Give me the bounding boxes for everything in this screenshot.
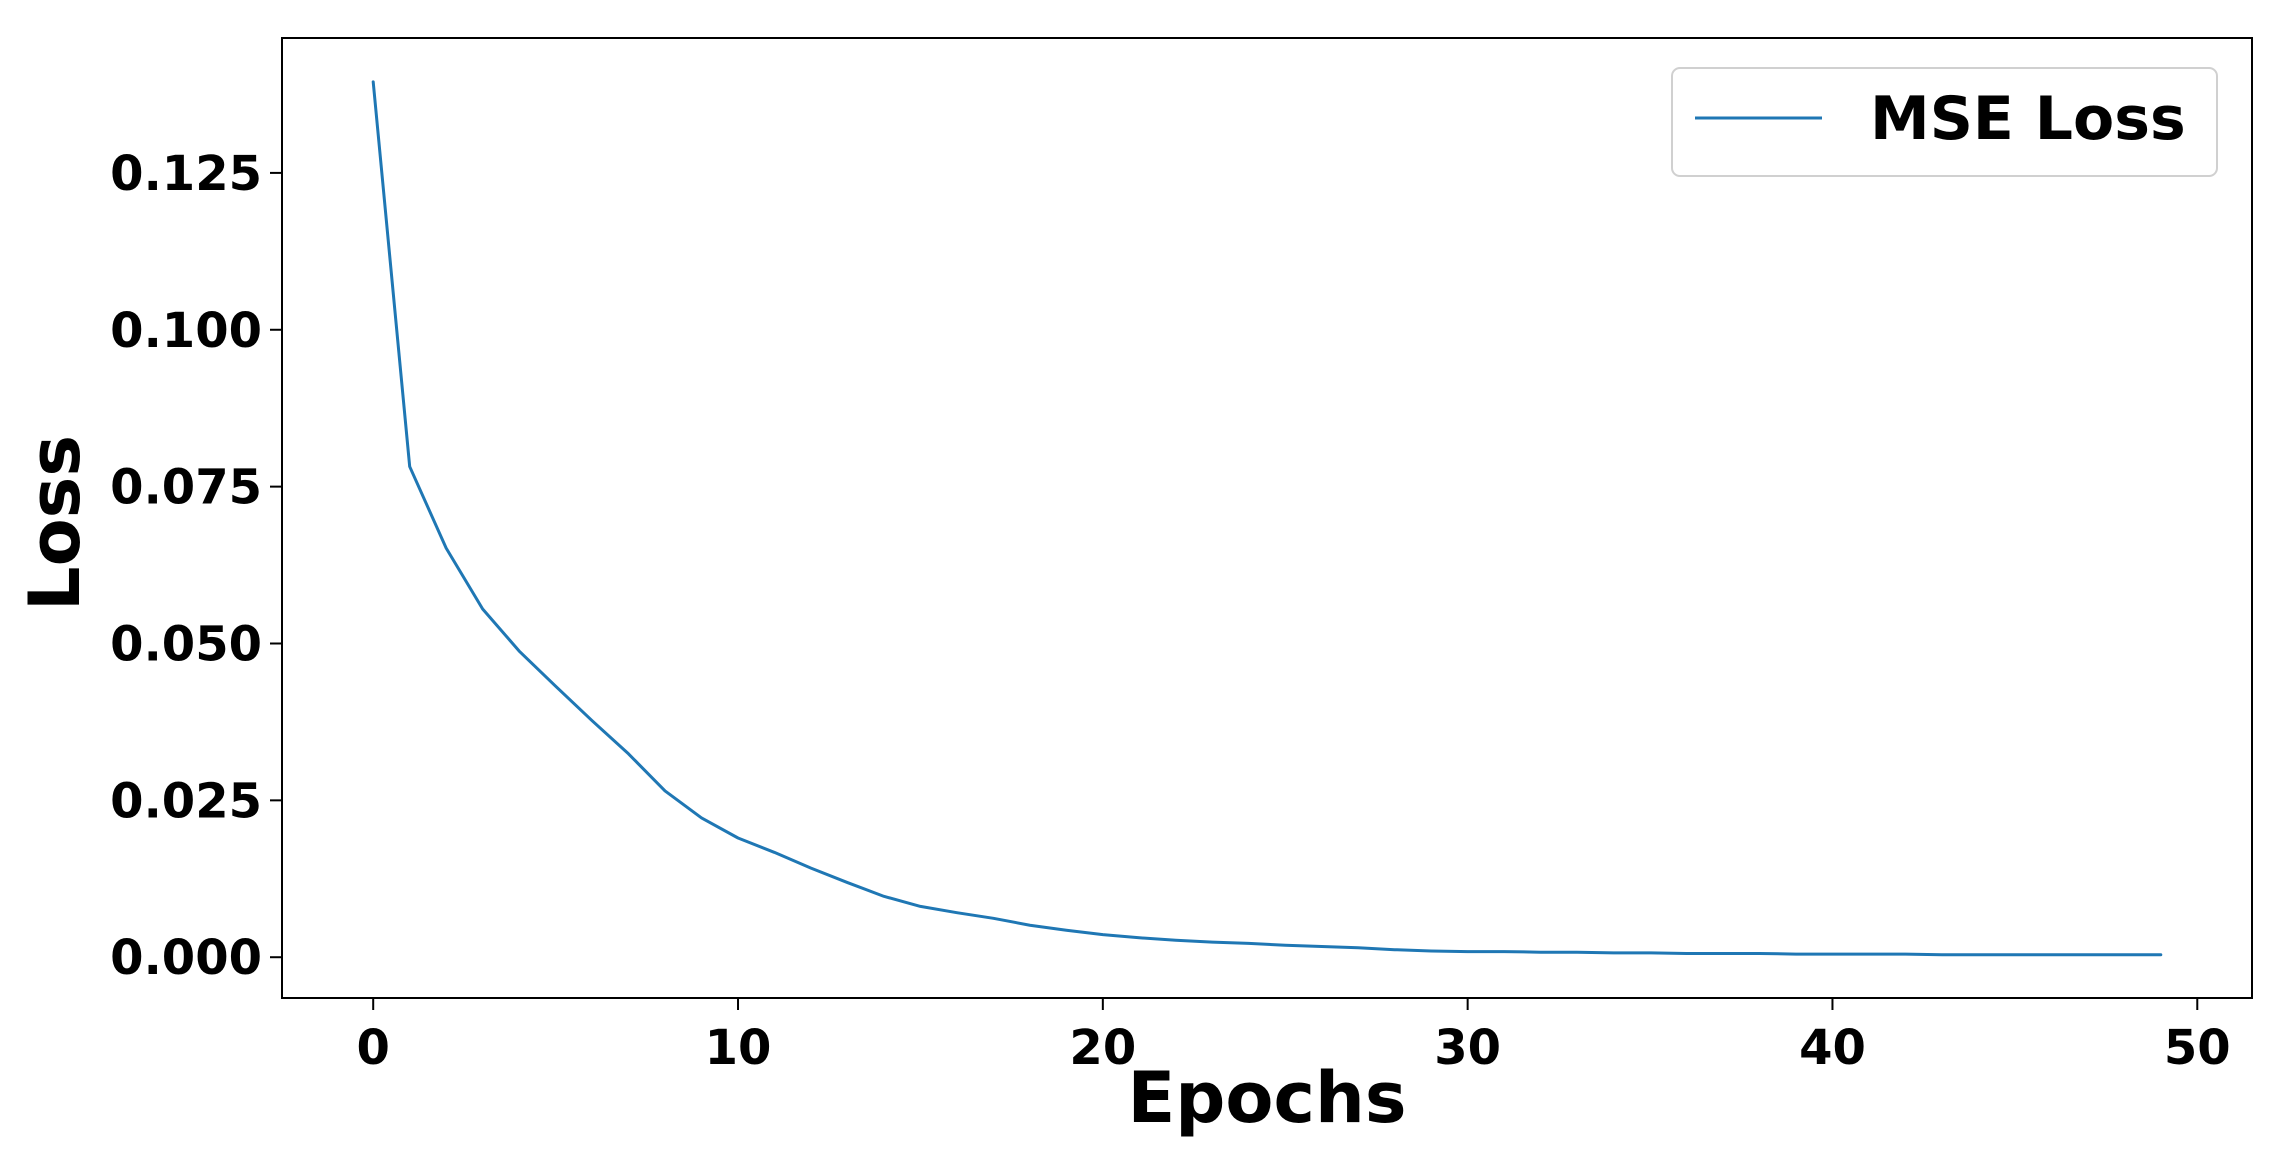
y-tick-label: 0.125: [110, 146, 262, 202]
series-line-mse-loss: [371, 80, 2163, 957]
y-tick-label: 0.000: [110, 930, 262, 986]
x-tick-label: 10: [705, 1020, 772, 1076]
legend-label-mse-loss: MSE Loss: [1870, 84, 2186, 154]
y-tick-label: 0.025: [110, 773, 262, 829]
y-tick-label: 0.050: [110, 616, 262, 672]
legend: MSE Loss: [1671, 67, 2218, 177]
series-layer: [371, 80, 2163, 957]
x-axis-title: Epochs: [1127, 1057, 1406, 1139]
axis-ticks: 0 10 20 30 40 50 0.000 0.025 0.050 0.075 0.100 0.12…: [110, 146, 2231, 1076]
y-axis-title: Loss: [14, 435, 96, 611]
plot-frame: [281, 37, 2253, 999]
x-tick-label: 50: [2164, 1020, 2231, 1076]
x-tick-label: 40: [1799, 1020, 1866, 1076]
y-tick-label: 0.100: [110, 303, 262, 359]
x-tick-label: 20: [1069, 1020, 1136, 1076]
y-tick-label: 0.075: [110, 460, 262, 516]
legend-box: [1671, 67, 2218, 177]
x-tick-label: 0: [357, 1020, 390, 1076]
x-tick-label: 30: [1434, 1020, 1501, 1076]
